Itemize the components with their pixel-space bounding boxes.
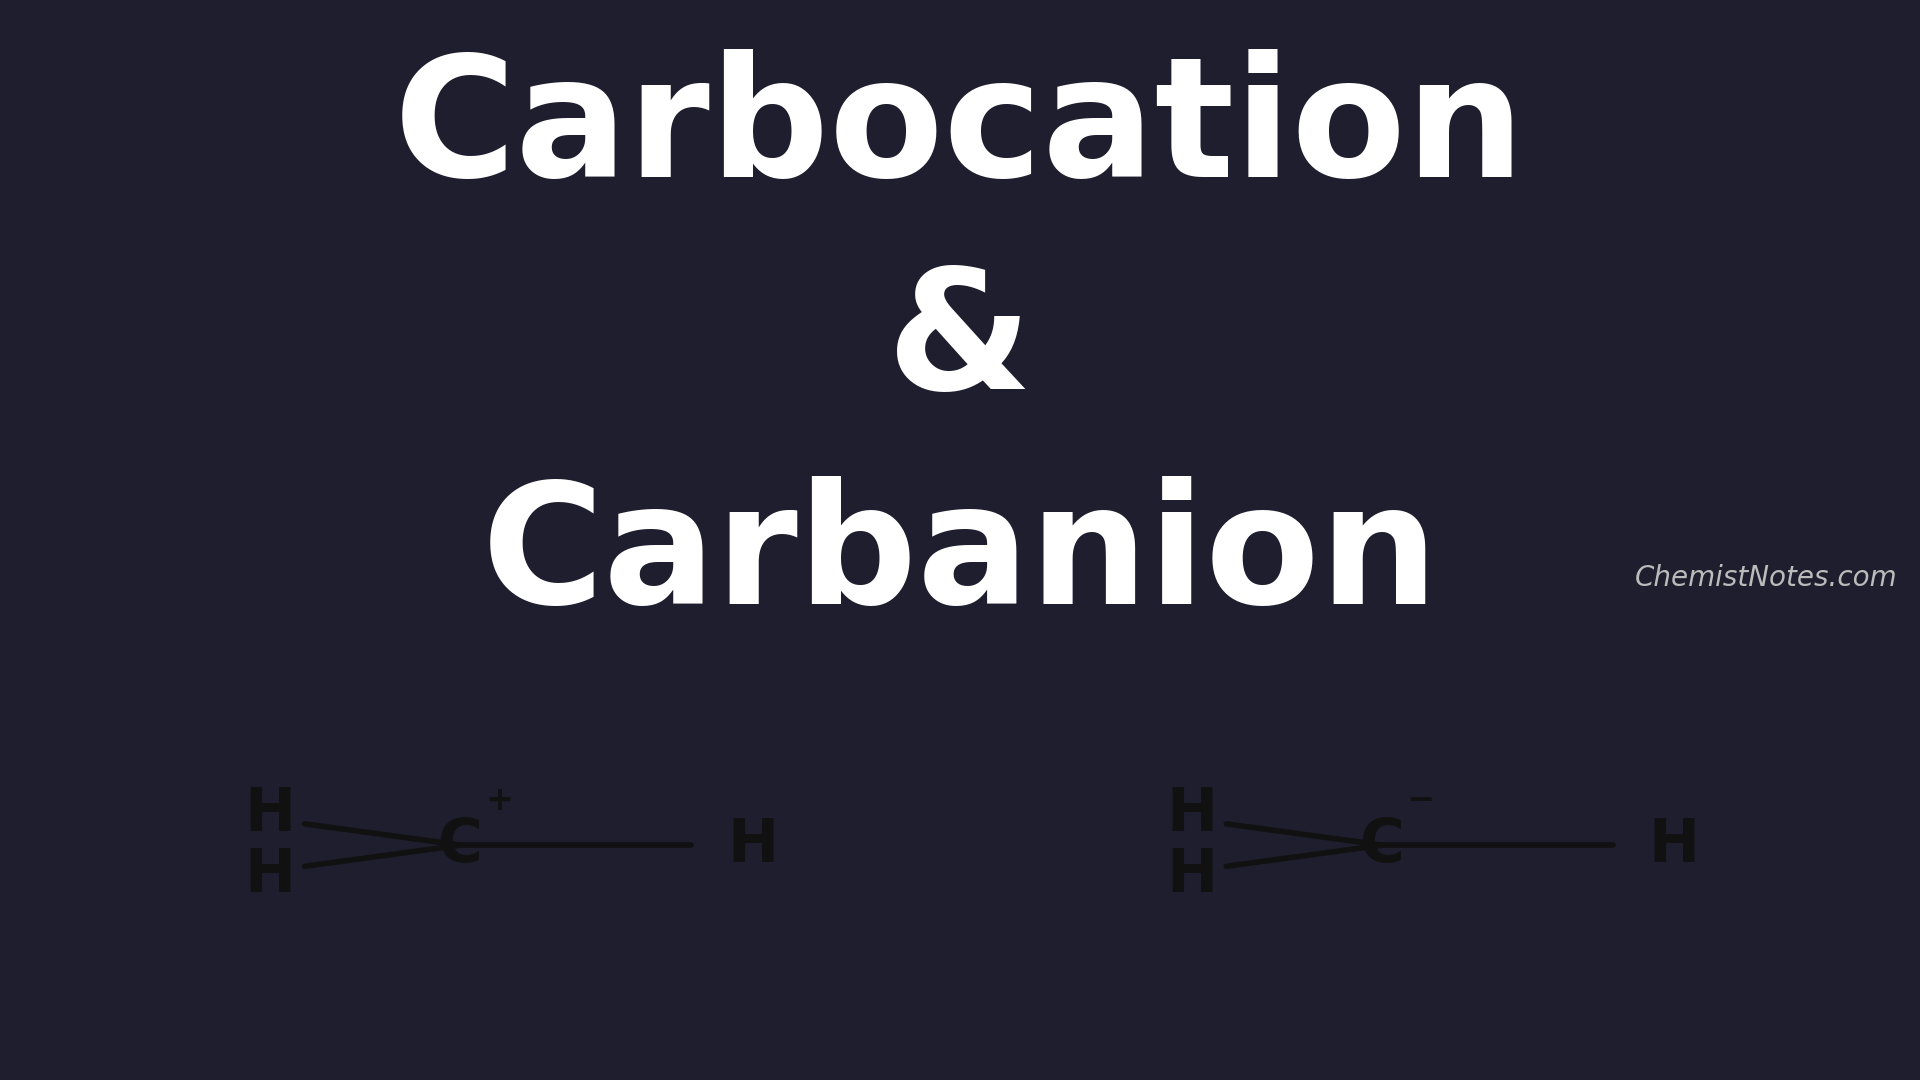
Text: H: H [1649, 815, 1699, 875]
Text: −: − [1407, 784, 1434, 816]
Text: Carbocation: Carbocation [394, 49, 1526, 212]
Text: &: & [887, 262, 1033, 426]
Text: ChemistNotes.com: ChemistNotes.com [1634, 564, 1897, 592]
Text: H: H [244, 847, 296, 905]
Text: C: C [438, 815, 484, 875]
Text: +: + [486, 784, 513, 816]
Text: H: H [728, 815, 778, 875]
Text: H: H [1165, 785, 1217, 843]
Text: C: C [1359, 815, 1405, 875]
Text: H: H [1165, 847, 1217, 905]
Text: H: H [244, 785, 296, 843]
Text: Carbanion: Carbanion [482, 476, 1438, 639]
